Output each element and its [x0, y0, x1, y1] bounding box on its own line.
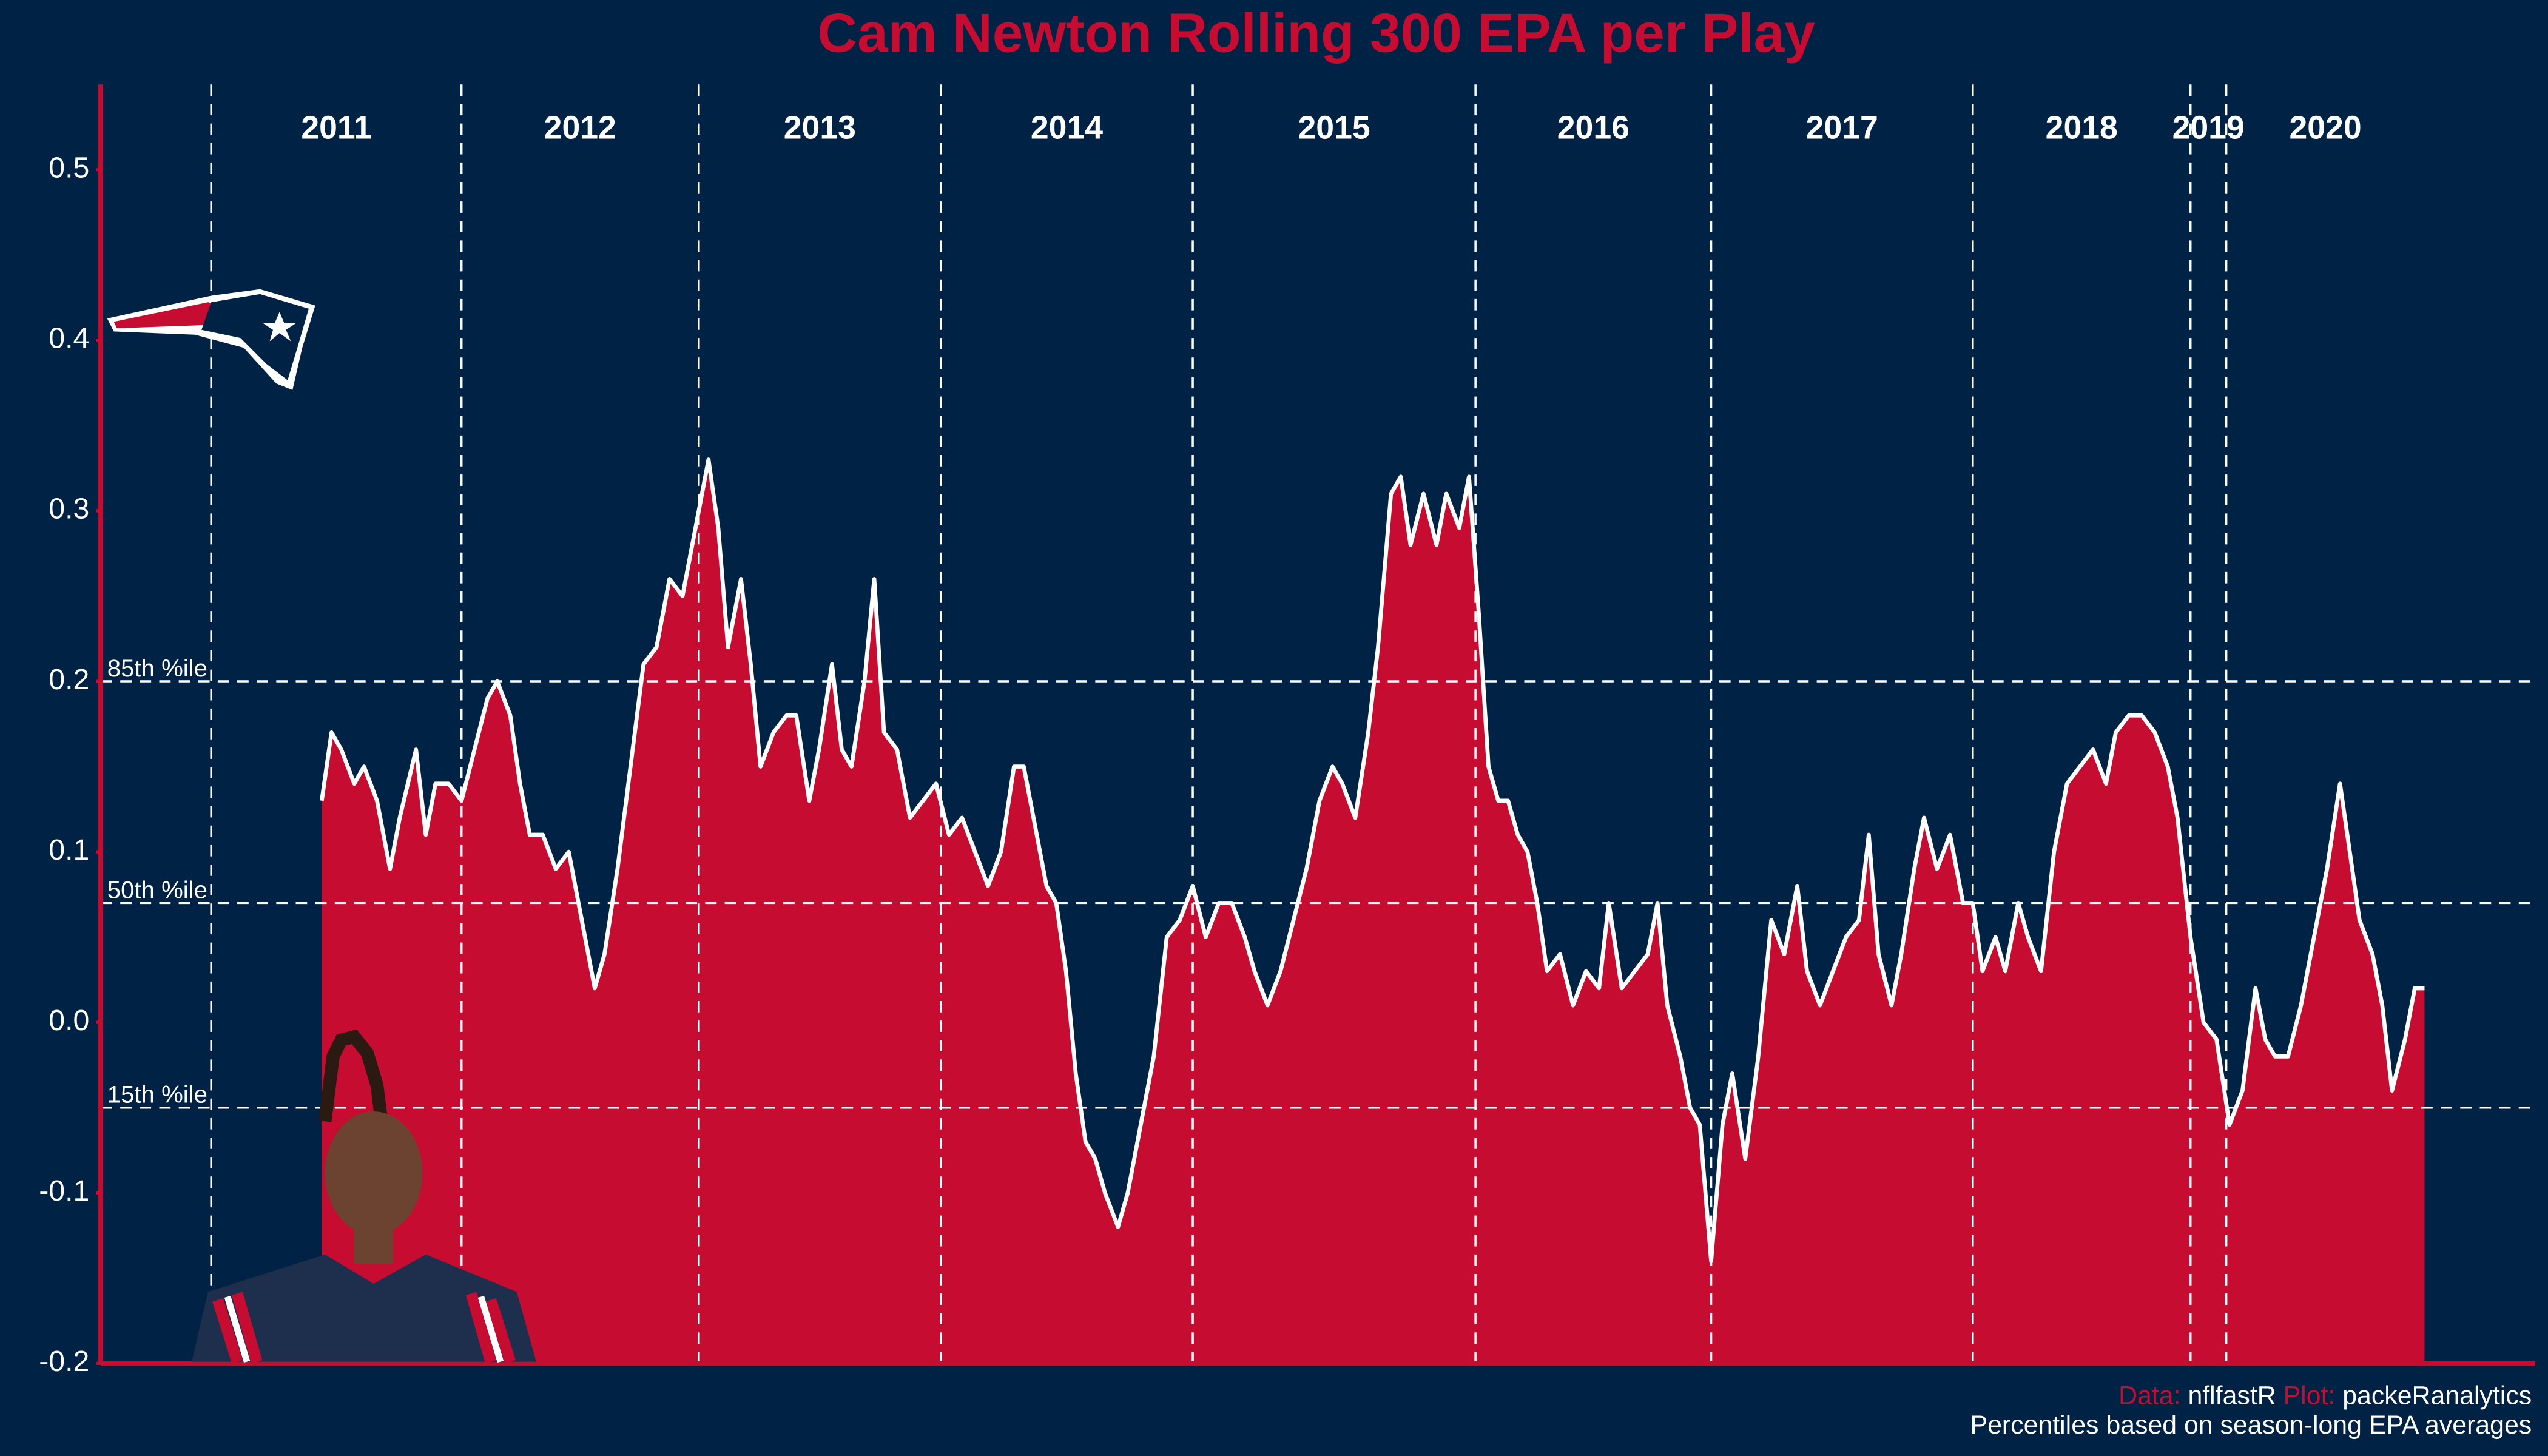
chart-title: Cam Newton Rolling 300 EPA per Play — [817, 3, 1815, 64]
caption-line: Data: nflfastR Plot: packeRanalytics — [2118, 1381, 2532, 1410]
y-tick-label: -0.1 — [39, 1175, 89, 1207]
season-label: 2013 — [784, 110, 856, 146]
season-label: 2016 — [1557, 110, 1630, 146]
caption-source: nflfastR — [2188, 1381, 2276, 1410]
y-tick-label: 0.0 — [49, 1004, 89, 1037]
y-tick-label: 0.1 — [49, 834, 89, 866]
season-label: 2018 — [2046, 110, 2118, 146]
player-photo — [192, 1029, 536, 1364]
caption: Data: nflfastR Plot: packeRanalytics Per… — [1970, 1381, 2532, 1440]
season-label: 2014 — [1031, 110, 1103, 146]
line — [320, 457, 2425, 1264]
team-logo — [107, 289, 315, 390]
area — [322, 459, 2425, 1364]
y-tick-label: -0.2 — [39, 1345, 89, 1378]
caption-note: Percentiles based on season-long EPA ave… — [1970, 1410, 2532, 1440]
caption-label: Data: — [2118, 1381, 2180, 1410]
reference-label: 15th %ile — [107, 1081, 207, 1108]
season-label: 2020 — [2289, 110, 2361, 146]
y-tick-label: 0.4 — [49, 322, 89, 355]
season-label: 2017 — [1806, 110, 1878, 146]
reference-label: 85th %ile — [107, 655, 207, 682]
caption-source: packeRanalytics — [2342, 1381, 2532, 1410]
season-label: 2012 — [544, 110, 616, 146]
season-label: 2015 — [1298, 110, 1370, 146]
season-label: 2011 — [301, 110, 371, 146]
y-tick-label: 0.5 — [49, 152, 89, 184]
caption-label: Plot: — [2283, 1381, 2336, 1410]
y-tick-label: 0.3 — [49, 493, 89, 525]
season-label: 2019 — [2172, 110, 2245, 146]
plot-area: 2011 2012 2013 2014 2015 2016 2017 2018 2019 2020… — [39, 84, 2535, 1378]
reference-label: 50th %ile — [107, 876, 207, 903]
y-tick-label: 0.2 — [49, 663, 89, 696]
